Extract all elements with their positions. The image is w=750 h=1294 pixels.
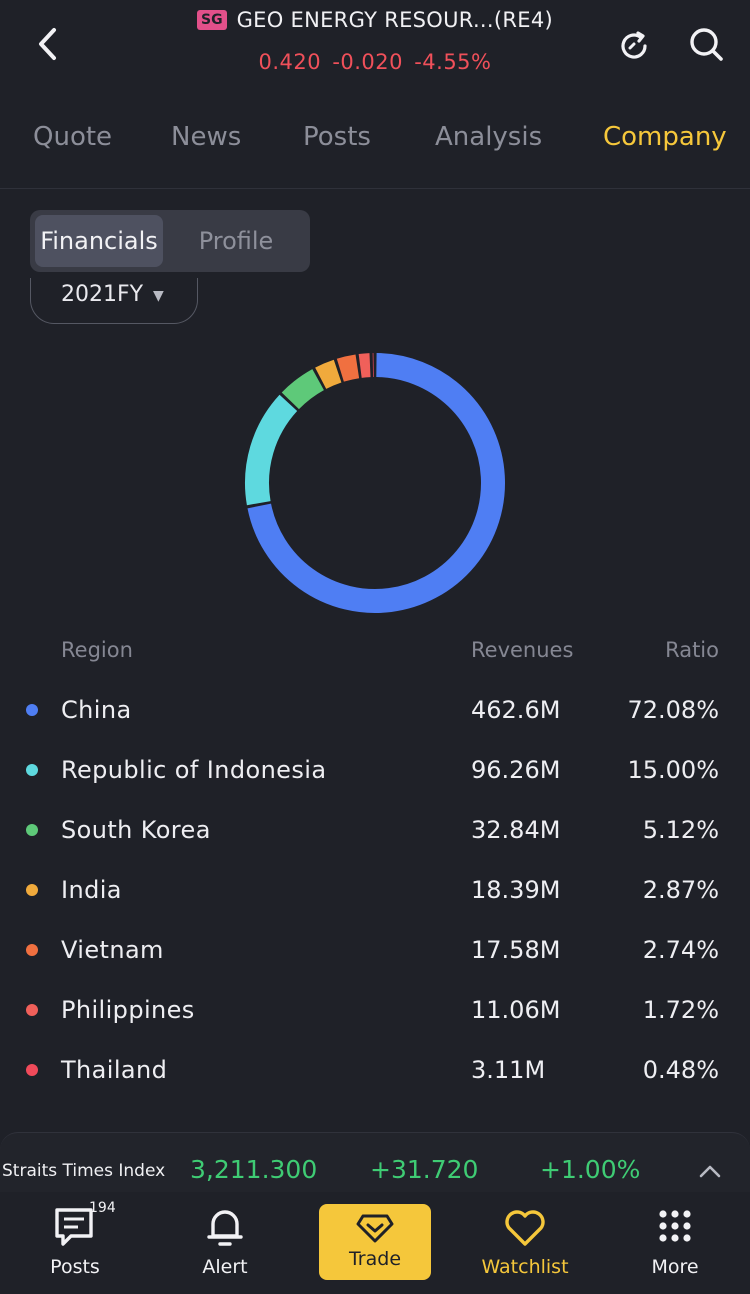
price-change: -0.020 — [332, 50, 404, 74]
back-arrow-icon — [39, 28, 56, 60]
table-row: Vietnam 17.58M 2.74% — [0, 922, 750, 982]
nav-posts[interactable]: 194 Posts — [15, 1200, 135, 1278]
nav-more-label: More — [651, 1256, 699, 1278]
segment-financials[interactable]: Financials — [35, 215, 163, 267]
donut-slice-china — [247, 353, 505, 613]
refresh-icon — [621, 31, 647, 59]
region-name: India — [61, 876, 122, 904]
tabs-divider — [0, 188, 750, 189]
region-ratio: 1.72% — [642, 996, 719, 1024]
period-dropdown[interactable]: 2021FY ▼ — [30, 278, 198, 324]
region-name: Republic of Indonesia — [61, 756, 327, 784]
index-change-pct: +1.00% — [540, 1155, 641, 1184]
price-row: 0.420 -0.020 -4.55% — [0, 50, 750, 74]
region-revenue: 18.39M — [471, 876, 561, 904]
refresh-button[interactable] — [614, 26, 654, 66]
search-icon — [690, 28, 723, 61]
index-change: +31.720 — [370, 1155, 479, 1184]
region-revenue: 11.06M — [471, 996, 561, 1024]
legend-dot — [26, 704, 38, 716]
bell-icon — [201, 1204, 249, 1250]
tab-bar: Quote News Posts Analysis Company — [0, 110, 750, 170]
segment-profile[interactable]: Profile — [198, 227, 274, 255]
nav-alert[interactable]: Alert — [165, 1204, 285, 1278]
legend-dot — [26, 1064, 38, 1076]
donut-slice-philippines — [358, 353, 371, 378]
region-name: South Korea — [61, 816, 211, 844]
legend-dot — [26, 824, 38, 836]
nav-posts-label: Posts — [50, 1256, 100, 1278]
index-value: 3,211.300 — [190, 1155, 318, 1184]
stock-title: GEO ENERGY RESOUR...(RE4) — [236, 8, 553, 32]
period-value: 2021FY — [61, 282, 144, 307]
region-ratio: 15.00% — [627, 756, 719, 784]
table-row: Thailand 3.11M 0.48% — [0, 1042, 750, 1102]
region-ratio: 2.87% — [642, 876, 719, 904]
posts-icon: 194 — [51, 1200, 116, 1250]
table-row: Republic of Indonesia 96.26M 15.00% — [0, 742, 750, 802]
search-button[interactable] — [686, 24, 726, 64]
bottom-nav: 194 Posts Alert Trade — [0, 1192, 750, 1294]
nav-more[interactable]: More — [615, 1204, 735, 1278]
nav-alert-label: Alert — [202, 1256, 248, 1278]
tab-company[interactable]: Company — [603, 122, 727, 152]
table-row: China 462.6M 72.08% — [0, 682, 750, 742]
region-name: Vietnam — [61, 936, 164, 964]
price-change-pct: -4.55% — [414, 50, 492, 74]
region-revenue: 17.58M — [471, 936, 561, 964]
donut-slice-south-korea — [281, 369, 325, 410]
financials-profile-segment: Financials Profile — [30, 210, 310, 272]
region-ratio: 72.08% — [627, 696, 719, 724]
title-row: SG GEO ENERGY RESOUR...(RE4) — [0, 8, 750, 32]
index-ticker-bar[interactable]: Straits Times Index 3,211.300 +31.720 +1… — [0, 1132, 750, 1192]
caret-down-icon: ▼ — [153, 288, 164, 304]
tab-quote[interactable]: Quote — [33, 122, 113, 152]
donut-slice-republic-of-indonesia — [245, 394, 298, 506]
revenue-donut-chart — [244, 352, 506, 614]
donut-slice-vietnam — [336, 354, 360, 382]
posts-badge-count: 194 — [89, 1200, 116, 1216]
donut-svg — [245, 353, 505, 613]
legend-dot — [26, 884, 38, 896]
table-row: India 18.39M 2.87% — [0, 862, 750, 922]
chevron-up-icon[interactable] — [698, 1161, 722, 1181]
nav-trade-label: Trade — [348, 1248, 402, 1270]
tab-news[interactable]: News — [171, 122, 242, 152]
table-header: Region Revenues Ratio — [0, 638, 750, 668]
grid-dots-icon — [651, 1204, 699, 1250]
heart-icon — [501, 1204, 549, 1250]
region-ratio: 0.48% — [642, 1056, 719, 1084]
table-row: Philippines 11.06M 1.72% — [0, 982, 750, 1042]
region-name: China — [61, 696, 132, 724]
legend-dot — [26, 764, 38, 776]
index-name: Straits Times Index — [2, 1161, 166, 1181]
region-ratio: 2.74% — [642, 936, 719, 964]
tab-analysis[interactable]: Analysis — [435, 122, 543, 152]
nav-trade[interactable]: Trade — [319, 1204, 431, 1280]
region-name: Thailand — [61, 1056, 168, 1084]
tab-posts[interactable]: Posts — [303, 122, 371, 152]
legend-dot — [26, 944, 38, 956]
back-button[interactable] — [28, 24, 68, 64]
region-revenue: 96.26M — [471, 756, 561, 784]
nav-watchlist[interactable]: Watchlist — [465, 1204, 585, 1278]
price: 0.420 — [258, 50, 322, 74]
table-row: South Korea 32.84M 5.12% — [0, 802, 750, 862]
legend-dot — [26, 1004, 38, 1016]
region-revenue: 32.84M — [471, 816, 561, 844]
header-revenues: Revenues — [471, 638, 574, 662]
header-region: Region — [61, 638, 133, 662]
region-revenue: 3.11M — [471, 1056, 546, 1084]
header-ratio: Ratio — [665, 638, 719, 662]
region-revenue: 462.6M — [471, 696, 561, 724]
header: SG GEO ENERGY RESOUR...(RE4) 0.420 -0.02… — [0, 0, 750, 100]
region-name: Philippines — [61, 996, 195, 1024]
donut-slice-india — [315, 359, 342, 390]
region-ratio: 5.12% — [642, 816, 719, 844]
market-badge: SG — [197, 10, 227, 30]
trade-diamond-icon — [355, 1210, 395, 1244]
nav-watchlist-label: Watchlist — [481, 1256, 569, 1278]
